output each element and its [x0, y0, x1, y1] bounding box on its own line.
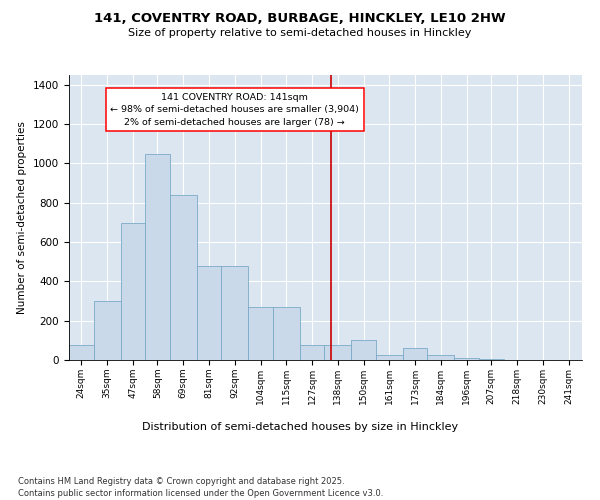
- Bar: [376, 355, 403, 360]
- Bar: [273, 307, 300, 360]
- Bar: [479, 359, 503, 360]
- Bar: [69, 346, 94, 360]
- Bar: [403, 348, 427, 360]
- Text: Contains HM Land Registry data © Crown copyright and database right 2025.
Contai: Contains HM Land Registry data © Crown c…: [18, 476, 383, 498]
- Bar: [427, 355, 454, 360]
- Y-axis label: Number of semi-detached properties: Number of semi-detached properties: [17, 121, 28, 314]
- Bar: [248, 307, 273, 360]
- Bar: [94, 301, 121, 360]
- Bar: [145, 154, 170, 360]
- Bar: [454, 358, 479, 360]
- Text: 141 COVENTRY ROAD: 141sqm
← 98% of semi-detached houses are smaller (3,904)
2% o: 141 COVENTRY ROAD: 141sqm ← 98% of semi-…: [110, 92, 359, 126]
- Bar: [121, 224, 145, 360]
- Bar: [221, 266, 248, 360]
- Text: Size of property relative to semi-detached houses in Hinckley: Size of property relative to semi-detach…: [128, 28, 472, 38]
- Bar: [325, 346, 351, 360]
- Text: 141, COVENTRY ROAD, BURBAGE, HINCKLEY, LE10 2HW: 141, COVENTRY ROAD, BURBAGE, HINCKLEY, L…: [94, 12, 506, 26]
- Bar: [170, 195, 197, 360]
- Bar: [300, 346, 325, 360]
- Bar: [197, 266, 221, 360]
- Bar: [351, 340, 376, 360]
- Text: Distribution of semi-detached houses by size in Hinckley: Distribution of semi-detached houses by …: [142, 422, 458, 432]
